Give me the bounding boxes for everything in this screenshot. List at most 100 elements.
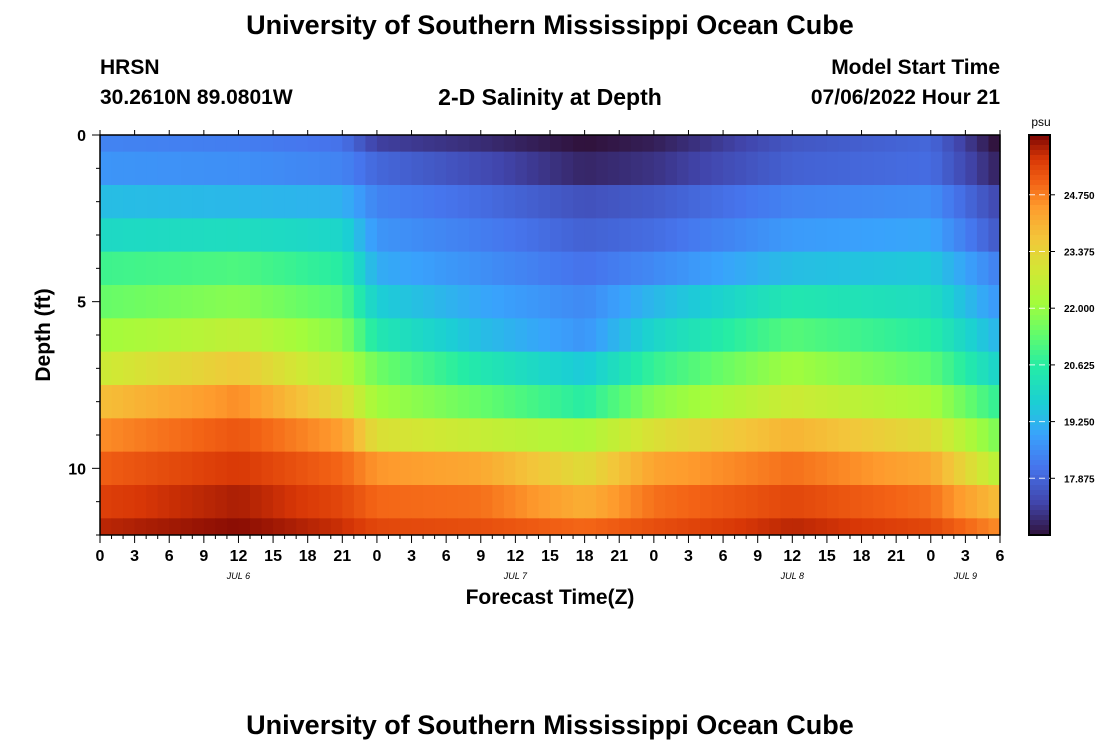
- colorbar-cell: [1029, 285, 1050, 291]
- heatmap-cell: [873, 385, 886, 419]
- heatmap-cell: [353, 518, 366, 536]
- heatmap-cell: [376, 318, 390, 353]
- heatmap-cell: [630, 318, 643, 353]
- heatmap-cell: [330, 385, 343, 419]
- heatmap-cell: [480, 351, 493, 386]
- heatmap-cell: [365, 285, 378, 319]
- heatmap-cell: [157, 385, 170, 419]
- heatmap-cell: [700, 218, 713, 253]
- heatmap-cell: [365, 351, 378, 386]
- heatmap-cell: [411, 451, 424, 486]
- colorbar-cell: [1029, 205, 1050, 211]
- heatmap-cell: [434, 318, 447, 353]
- heatmap-cell: [469, 451, 482, 486]
- heatmap-cell: [596, 485, 609, 519]
- heatmap-cell: [607, 485, 620, 519]
- heatmap-cell: [711, 151, 724, 186]
- heatmap-cell: [180, 185, 193, 219]
- heatmap-cell: [826, 285, 840, 319]
- heatmap-cell: [434, 251, 447, 286]
- heatmap-cell: [630, 485, 643, 519]
- heatmap-cell: [100, 318, 113, 353]
- heatmap-cell: [561, 418, 574, 453]
- heatmap-cell: [503, 385, 516, 419]
- footer-title: University of Southern Mississippi Ocean…: [246, 710, 854, 740]
- heatmap-cell: [619, 251, 632, 286]
- heatmap-cell: [411, 151, 424, 186]
- heatmap-cell: [319, 351, 332, 386]
- x-axis-label: Forecast Time(Z): [466, 586, 635, 609]
- heatmap-cell: [688, 451, 701, 486]
- heatmap-cell: [319, 318, 332, 353]
- heatmap-cell: [873, 185, 886, 219]
- heatmap-cell: [215, 318, 228, 353]
- heatmap-cell: [653, 318, 666, 353]
- heatmap-cell: [976, 285, 990, 319]
- colorbar-cell: [1029, 155, 1050, 161]
- heatmap-cell: [169, 151, 182, 186]
- x-tick-label: 21: [610, 548, 628, 565]
- heatmap-cell: [965, 285, 978, 319]
- x-tick-label: 9: [199, 548, 208, 565]
- colorbar-tick-label: 22.000: [1064, 304, 1095, 315]
- heatmap-cell: [192, 485, 205, 519]
- heatmap-cell: [284, 151, 297, 186]
- heatmap-cell: [423, 185, 436, 219]
- heatmap-cell: [480, 251, 493, 286]
- heatmap-cell: [896, 185, 909, 219]
- heatmap-cell: [792, 451, 805, 486]
- heatmap-cell: [111, 351, 124, 386]
- heatmap-cell: [815, 285, 828, 319]
- colorbar-cell: [1029, 465, 1050, 471]
- heatmap-cell: [423, 485, 436, 519]
- heatmap-cell: [515, 318, 528, 353]
- heatmap-cell: [365, 151, 378, 186]
- heatmap-cell: [976, 185, 990, 219]
- colorbar-cell: [1029, 345, 1050, 351]
- x-tick-label: 3: [684, 548, 693, 565]
- heatmap-cell: [353, 318, 366, 353]
- heatmap-cell: [688, 151, 701, 186]
- heatmap-cell: [653, 251, 666, 286]
- heatmap-cell: [826, 135, 840, 153]
- heatmap-cell: [815, 151, 828, 186]
- heatmap-cell: [273, 351, 286, 386]
- heatmap-cell: [711, 518, 724, 536]
- heatmap-cell: [296, 285, 309, 319]
- heatmap-cell: [838, 385, 851, 419]
- heatmap-cell: [792, 351, 805, 386]
- heatmap-cell: [711, 218, 724, 253]
- heatmap-cell: [930, 518, 943, 536]
- heatmap-cell: [111, 385, 124, 419]
- heatmap-cell: [100, 418, 113, 453]
- heatmap-cell: [123, 218, 136, 253]
- heatmap-cell: [919, 318, 932, 353]
- heatmap-cell: [884, 218, 897, 253]
- heatmap-cell: [296, 518, 309, 536]
- heatmap-cell: [573, 451, 586, 486]
- heatmap-cell: [550, 518, 563, 536]
- heatmap-cell: [146, 218, 159, 253]
- heatmap-cell: [561, 318, 574, 353]
- heatmap-cell: [919, 285, 932, 319]
- colorbar-cell: [1029, 230, 1050, 236]
- heatmap-cell: [538, 135, 551, 153]
- heatmap-cell: [238, 418, 251, 453]
- heatmap-cell: [826, 185, 840, 219]
- heatmap-cell: [111, 485, 124, 519]
- heatmap-cell: [296, 451, 309, 486]
- heatmap-cell: [284, 351, 297, 386]
- heatmap-cell: [457, 135, 470, 153]
- heatmap-cell: [146, 135, 159, 153]
- heatmap-cell: [688, 518, 701, 536]
- heatmap-cell: [526, 418, 540, 453]
- heatmap-cell: [423, 518, 436, 536]
- heatmap-cell: [792, 185, 805, 219]
- heatmap-cell: [192, 385, 205, 419]
- heatmap-cell: [457, 285, 470, 319]
- heatmap-cell: [780, 251, 793, 286]
- colorbar-cell: [1029, 140, 1050, 146]
- heatmap-cell: [100, 351, 113, 386]
- x-tick-label: 6: [719, 548, 728, 565]
- heatmap-cell: [711, 351, 724, 386]
